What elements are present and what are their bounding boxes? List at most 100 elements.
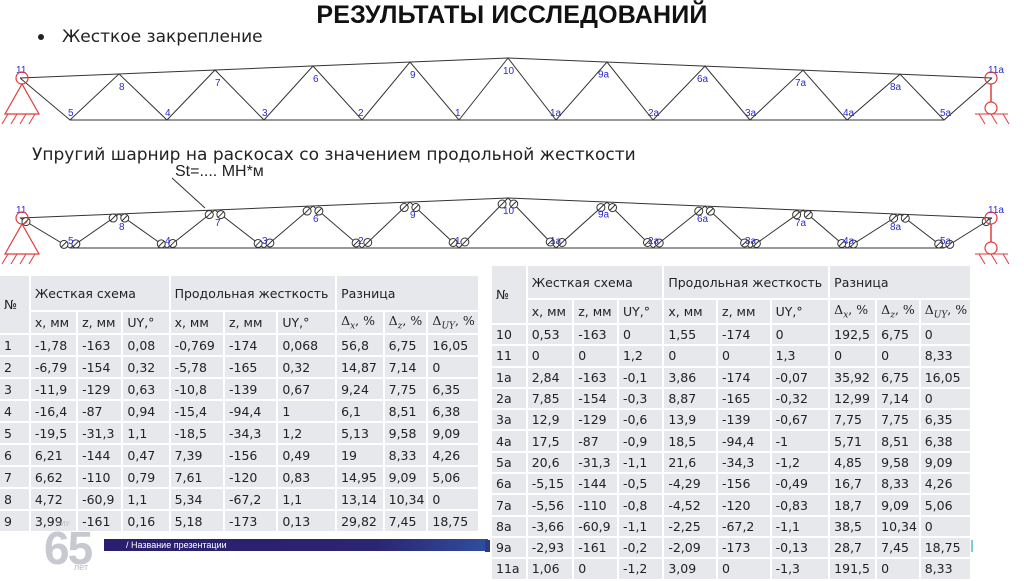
table-cell: -0,83: [771, 495, 831, 517]
svg-text:3: 3: [262, 236, 268, 247]
table-cell: 7,75: [877, 410, 921, 432]
col-header-uy: UY,°: [123, 312, 171, 335]
table-cell: 192,5: [830, 325, 878, 347]
table-cell: 0,16: [123, 511, 171, 533]
table-cell: 10: [492, 325, 528, 347]
svg-text:4: 4: [165, 236, 171, 247]
table-row: 1a 2,84 -163 -0,1 3,86 -174 -0,07 35,92 6,75 16,0…: [492, 367, 970, 389]
table-cell: -163: [574, 325, 619, 347]
table-cell: 5: [0, 423, 31, 445]
table-cell: -0,32: [771, 388, 831, 411]
table-cell: 0: [718, 346, 772, 368]
table-row: 10 0,53 -163 0 1,55 -174 0 192,5 6,75 0: [492, 325, 970, 347]
table-cell: -156: [718, 474, 772, 496]
table-cell: 0: [428, 357, 478, 379]
table-cell: 2: [0, 357, 31, 379]
truss-diagram-rigid: 11 5 4 3 2 1 8 7 6 9 10 1a 2a 3a 4a 5a 9a 6a 7a 8a 11a: [1, 57, 1010, 125]
table-row: 4a 17,5 -87 -0,9 18,5 -94,4 -1 5,71 8,51 6,38: [492, 431, 970, 453]
table-cell: 0: [771, 325, 831, 347]
table-cell: 6,38: [428, 401, 478, 423]
svg-text:5: 5: [68, 236, 74, 247]
table-cell: 0,67: [278, 379, 338, 401]
table-cell: -94,4: [225, 401, 279, 423]
table-cell: 16,05: [428, 335, 478, 357]
table-cell: -163: [78, 335, 124, 357]
table-cell: 3,09: [664, 559, 719, 581]
col-group-longitudinal: Продольная жесткость: [664, 266, 831, 300]
table-row: 4 -16,4 -87 0,94 -15,4 -94,4 1 6,1 8,51 6,38: [0, 401, 478, 423]
col-header-dx: Δx, %: [337, 312, 385, 335]
table-cell: -4,29: [664, 474, 719, 496]
svg-text:9: 9: [410, 210, 416, 221]
table-cell: 8,87: [664, 388, 719, 411]
table-cell: -156: [225, 445, 279, 467]
table-cell: 5,06: [428, 467, 478, 489]
svg-text:7a: 7a: [795, 78, 807, 89]
table-cell: 6,62: [30, 467, 79, 489]
table-cell: 9: [0, 511, 31, 533]
footer-accent-right: [971, 540, 973, 552]
col-header-x: x, мм: [30, 312, 79, 335]
table-cell: -139: [225, 379, 279, 401]
table-cell: 0,53: [527, 325, 575, 347]
stiffness-label: St=.... МН*м: [175, 163, 264, 180]
table-cell: 5,06: [920, 495, 970, 517]
table-cell: 6a: [492, 474, 528, 496]
table-cell: -5,56: [527, 495, 575, 517]
table-cell: -1,3: [771, 559, 831, 581]
table-cell: 13,14: [337, 489, 385, 511]
table-cell: 6,38: [920, 431, 970, 453]
table-cell: -10,8: [170, 379, 225, 401]
table-row: 5 -19,5 -31,3 1,1 -18,5 -34,3 1,2 5,13 9,58 9,09: [0, 423, 478, 445]
col-header-z: z, мм: [225, 312, 279, 335]
table-cell: -0,6: [618, 410, 665, 432]
col-header-x: x, мм: [664, 300, 719, 325]
table-cell: -18,5: [170, 423, 225, 445]
table-cell: 16,05: [920, 368, 970, 389]
table-cell: -15,4: [170, 401, 225, 423]
logo-number: 65: [44, 522, 93, 574]
table-cell: 21,6: [664, 452, 719, 475]
table-cell: -34,3: [718, 452, 772, 475]
svg-text:5a: 5a: [940, 236, 952, 247]
svg-text:8a: 8a: [890, 222, 902, 233]
table-cell: 2a: [492, 388, 528, 411]
table-cell: 8: [0, 489, 31, 511]
table-cell: 0,63: [123, 379, 171, 401]
svg-text:4a: 4a: [843, 236, 855, 247]
table-cell: 1,2: [278, 423, 338, 445]
table-cell: 14,95: [337, 467, 385, 489]
table-row: 2a 7,85 -154 -0,3 8,87 -165 -0,32 12,99 7,14 0: [492, 388, 970, 411]
table-cell: 20,6: [527, 452, 575, 475]
section-rigid-label: Жесткое закрепление: [62, 27, 263, 47]
table-cell: 0: [920, 325, 970, 347]
table-row: 6 6,21 -144 0,47 7,39 -156 0,49 19 8,33 4,26: [0, 445, 478, 467]
logo-top-text: ТИУ: [56, 521, 70, 528]
table-cell: 4: [0, 401, 31, 423]
table-cell: 3,86: [664, 367, 719, 389]
table-cell: 6,75: [384, 335, 429, 357]
table-cell: 6,21: [30, 445, 79, 467]
svg-text:6a: 6a: [697, 74, 709, 85]
col-header-dz: Δz, %: [384, 312, 429, 335]
table-cell: 3a: [492, 410, 528, 432]
table-cell: 7: [0, 467, 31, 489]
svg-text:7: 7: [215, 78, 221, 89]
col-group-rigid: Жесткая схема: [30, 276, 171, 312]
table-cell: 9,09: [877, 495, 921, 517]
table-cell: 0,08: [123, 335, 171, 357]
table-cell: 0: [428, 489, 478, 511]
table-cell: 10,34: [384, 489, 429, 511]
table-cell: -16,4: [30, 401, 79, 423]
table-cell: 5,71: [830, 431, 878, 453]
table-cell: -110: [574, 495, 619, 517]
svg-text:11: 11: [16, 65, 27, 76]
results-table-right: № Жесткая схема Продольная жесткость Разниц…: [492, 266, 970, 581]
table-cell: -1,78: [30, 335, 79, 357]
svg-text:4: 4: [165, 108, 171, 119]
table-cell: 1: [0, 335, 31, 357]
table-cell: -4,52: [664, 495, 719, 517]
table-cell: -0,769: [170, 335, 225, 357]
col-header-dx: Δx, %: [830, 300, 878, 325]
table-cell: -0,2: [618, 537, 665, 560]
